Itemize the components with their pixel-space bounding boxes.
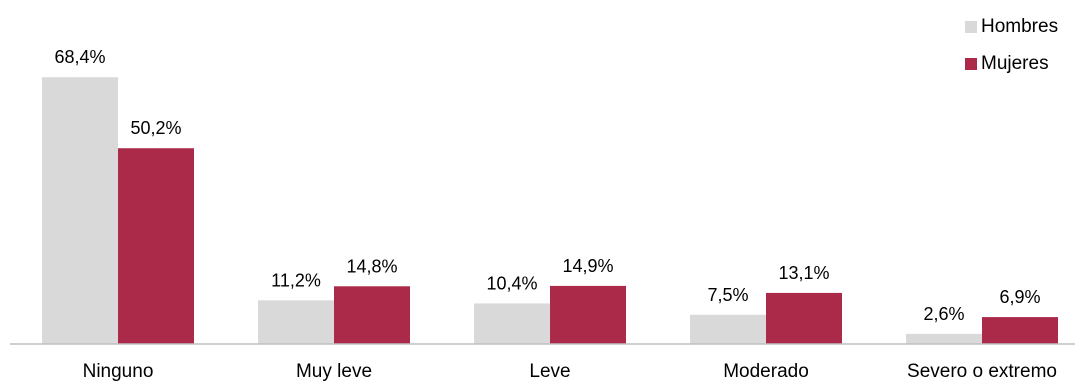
legend-label-mujeres: Mujeres (981, 53, 1049, 74)
bar-hombres-1 (258, 300, 334, 344)
bar-mujeres-4 (982, 317, 1058, 344)
value-label-mujeres-2: 14,9% (562, 256, 613, 276)
category-labels-group: Ninguno Muy leve Leve Moderado Severo o extr… (83, 361, 1057, 382)
bar-hombres-4 (906, 333, 982, 344)
value-label-hombres-1: 11,2% (271, 270, 321, 290)
legend-item-mujeres: Mujeres (965, 53, 1058, 75)
value-label-mujeres-4: 6,9% (999, 287, 1040, 307)
bar-mujeres-2 (550, 285, 626, 344)
legend-swatch-hombres (965, 21, 977, 33)
category-label-3: Moderado (723, 361, 809, 382)
bar-hombres-3 (690, 314, 766, 344)
value-label-mujeres-0: 50,2% (130, 118, 181, 138)
value-label-mujeres-1: 14,8% (346, 256, 397, 276)
bar-hombres-0 (42, 77, 118, 345)
bar-mujeres-3 (766, 292, 842, 344)
legend-label-hombres: Hombres (981, 16, 1059, 37)
value-label-hombres-2: 10,4% (486, 273, 537, 293)
category-label-1: Muy leve (296, 361, 372, 382)
bar-mujeres-1 (334, 286, 410, 344)
category-label-4: Severo o extremo (907, 361, 1057, 382)
value-label-hombres-0: 68,4% (54, 47, 105, 67)
category-label-2: Leve (529, 361, 570, 382)
legend: Hombres Mujeres (965, 16, 1058, 90)
value-labels-group: 68,4% 50,2% 11,2% 14,8% 10,4% 14,9% 7,5% 13,1% 2… (54, 47, 1040, 324)
legend-item-hombres: Hombres (965, 16, 1058, 38)
value-label-hombres-3: 7,5% (707, 285, 748, 305)
bars-group (42, 77, 1058, 345)
bar-hombres-2 (474, 303, 550, 344)
bar-mujeres-0 (118, 148, 194, 344)
value-label-mujeres-3: 13,1% (778, 263, 829, 283)
category-label-0: Ninguno (83, 361, 154, 382)
legend-swatch-mujeres (965, 58, 977, 70)
value-label-hombres-4: 2,6% (923, 304, 964, 324)
